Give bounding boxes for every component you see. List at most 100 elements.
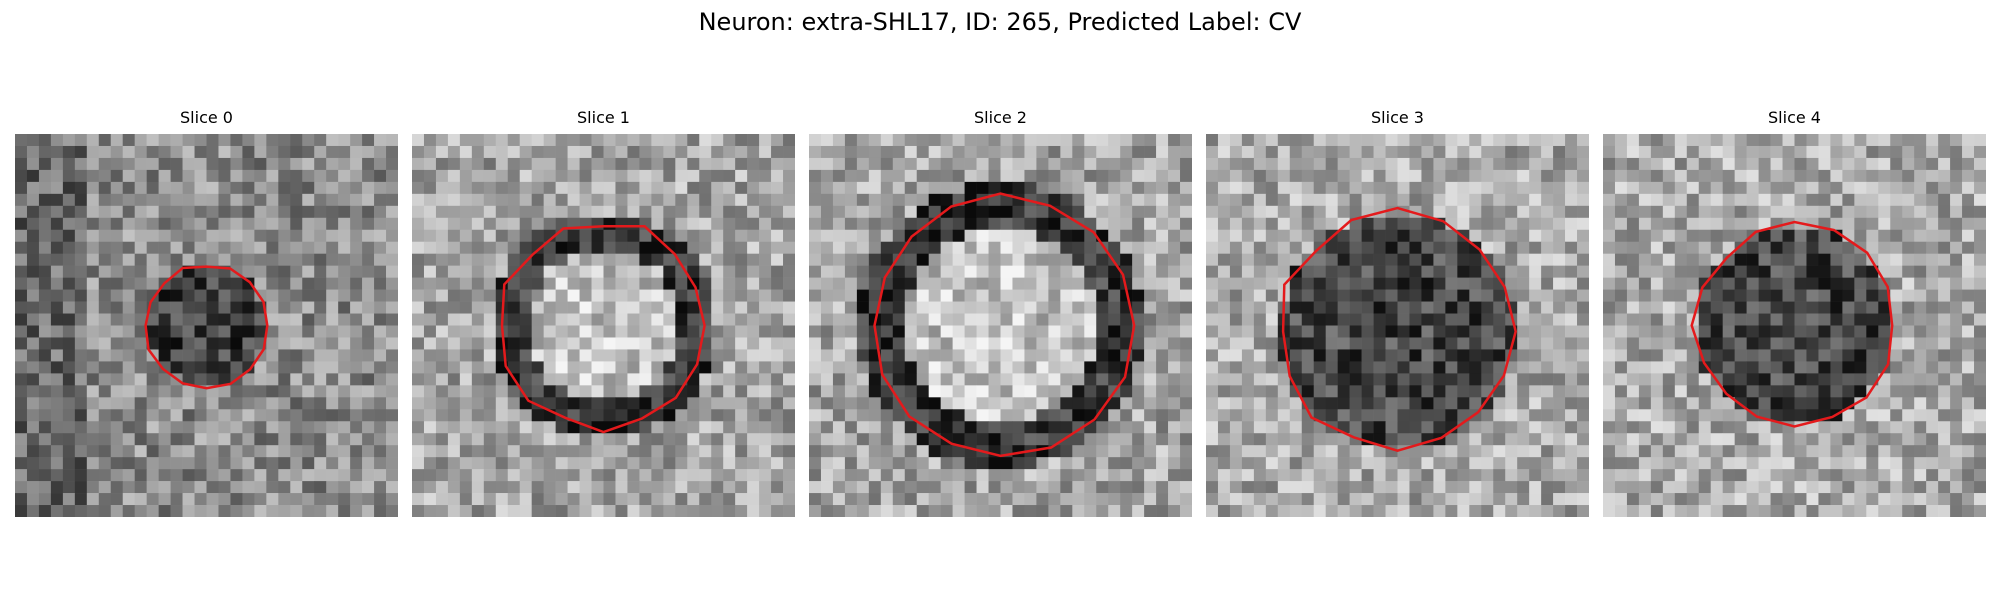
slice-pixel <box>1349 349 1362 362</box>
slice-pixel <box>1060 385 1073 398</box>
slice-pixel <box>940 337 953 350</box>
slice-pixel <box>1553 241 1566 254</box>
slice-pixel <box>1206 134 1219 147</box>
slice-pixel <box>1830 205 1843 219</box>
slice-pixel <box>1048 145 1061 159</box>
slice-pixel <box>435 313 449 326</box>
slice-pixel <box>423 289 437 302</box>
slice-pixel <box>809 349 822 362</box>
slice-pixel <box>916 193 929 207</box>
slice-pixel <box>1806 433 1819 446</box>
slice-pixel <box>423 481 437 494</box>
slice-pixel <box>699 373 712 386</box>
slice-pixel <box>495 433 509 446</box>
slice-pixel <box>1361 229 1374 243</box>
slice-pixel <box>1890 421 1903 434</box>
slice-pixel <box>1036 145 1049 159</box>
slice-pixel <box>820 181 834 195</box>
slice-pixel <box>1722 253 1735 266</box>
slice-pixel <box>820 265 834 278</box>
slice-pixel <box>832 289 846 302</box>
slice-pixel <box>98 445 112 458</box>
slice-pixel <box>1168 361 1181 374</box>
slice-pixel <box>459 277 473 290</box>
slice-pixel <box>892 169 906 183</box>
slice-pixel <box>1349 385 1362 398</box>
slice-pixel <box>809 409 822 422</box>
slice-pixel <box>1734 313 1747 326</box>
slice-pixel <box>290 433 303 446</box>
slice-pixel <box>122 409 135 422</box>
slice-pixel <box>1890 145 1903 159</box>
slice-pixel <box>1337 205 1350 219</box>
slice-pixel <box>1603 253 1616 266</box>
slice-pixel <box>1433 181 1446 195</box>
slice-pixel <box>1373 325 1386 338</box>
slice-pixel <box>435 277 449 290</box>
slice-pixel <box>988 433 1001 446</box>
slice-pixel <box>844 145 858 159</box>
slice-pixel <box>230 217 243 231</box>
slice-pixel <box>98 337 112 350</box>
slice-pixel <box>856 445 870 458</box>
slice-pixel <box>1974 181 1986 195</box>
slice-pixel <box>374 409 387 422</box>
slice-pixel <box>50 193 64 207</box>
slice-pixel <box>892 505 906 517</box>
slice-pixel <box>1926 229 1939 243</box>
slice-pixel <box>519 349 532 362</box>
slice-pixel <box>1445 289 1458 302</box>
slice-pixel <box>916 385 929 398</box>
slice-pixel <box>1445 313 1458 326</box>
slice-pixel <box>1674 457 1688 470</box>
slice-pixel <box>338 145 351 159</box>
slice-pixel <box>146 433 159 446</box>
slice-pixel <box>1553 217 1566 231</box>
slice-pixel <box>423 349 437 362</box>
slice-pixel <box>1650 385 1664 398</box>
slice-pixel <box>1168 433 1181 446</box>
slice-pixel <box>832 337 846 350</box>
slice-pixel <box>1108 493 1121 506</box>
slice-pixel <box>1168 313 1181 326</box>
slice-pixel <box>1806 337 1819 350</box>
slice-pixel <box>1710 157 1723 171</box>
slice-pixel <box>374 301 387 314</box>
slice-pixel <box>1024 301 1037 314</box>
slice-pixel <box>1361 457 1374 470</box>
slice-pixel <box>1782 397 1795 410</box>
slice-pixel <box>1746 301 1759 314</box>
slice-pixel <box>868 145 882 159</box>
slice-pixel <box>1974 445 1986 458</box>
slice-pixel <box>1072 493 1085 506</box>
slice-pixel <box>242 373 255 386</box>
slice-pixel <box>1890 205 1903 219</box>
slice-pixel <box>302 313 315 326</box>
slice-pixel <box>1024 229 1037 243</box>
slice-pixel <box>302 433 315 446</box>
slice-pixel <box>495 253 509 266</box>
slice-pixel <box>1674 361 1688 374</box>
slice-pixel <box>783 445 795 458</box>
slice-pixel <box>1710 277 1723 290</box>
slice-pixel <box>1409 397 1422 410</box>
slice-pixel <box>1132 385 1145 398</box>
slice-pixel <box>1638 217 1652 231</box>
slice-pixel <box>170 457 183 470</box>
slice-pixel <box>1385 433 1398 446</box>
slice-pixel <box>1156 313 1169 326</box>
slice-pixel <box>1541 289 1554 302</box>
slice-pixel <box>447 445 461 458</box>
slice-pixel <box>880 145 894 159</box>
slice-pixel <box>350 253 363 266</box>
slice-pixel <box>1698 373 1712 386</box>
slice-pixel <box>1132 481 1145 494</box>
slice-pixel <box>1854 337 1867 350</box>
slice-pixel <box>1132 289 1145 302</box>
slice-pixel <box>1902 361 1915 374</box>
slice-pixel <box>603 469 616 482</box>
slice-pixel <box>471 457 485 470</box>
slice-pixel <box>1217 229 1231 243</box>
slice-pixel <box>471 241 485 254</box>
slice-pixel <box>820 325 834 338</box>
